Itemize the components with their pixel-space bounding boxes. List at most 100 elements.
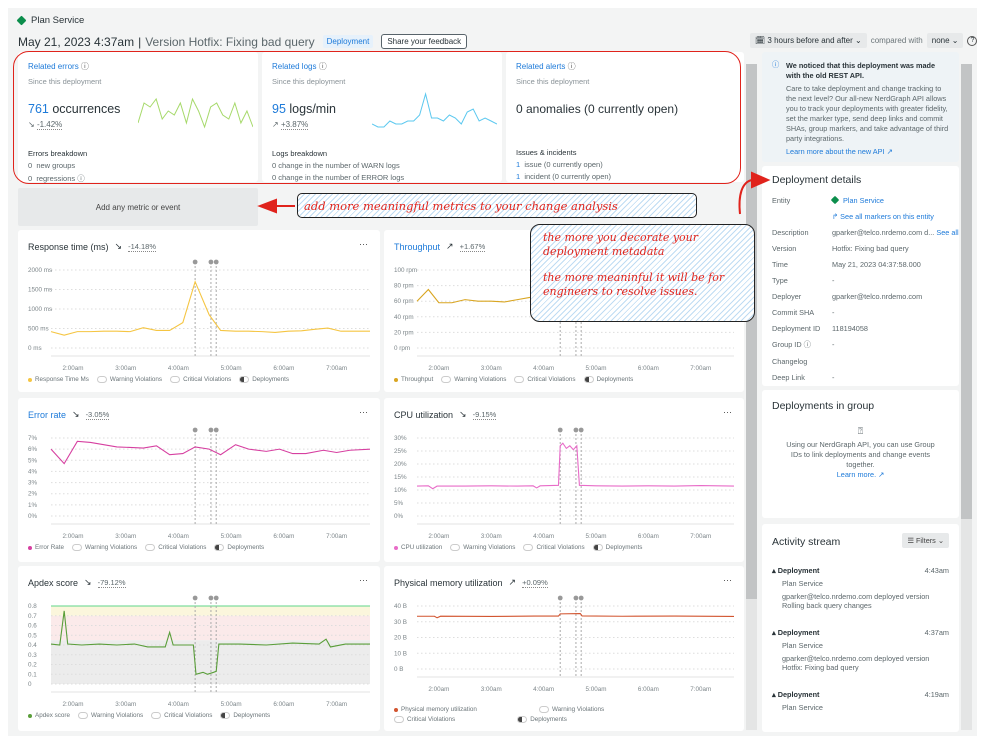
entity-link[interactable]: Plan Service [830,195,959,205]
more-options-icon[interactable]: ··· [723,407,732,417]
related-errors-link[interactable]: Related errors [28,62,79,71]
info-icon[interactable]: ⓘ [80,62,89,71]
legend-series[interactable]: Throughput [394,376,433,383]
y-tick-label: 0 rpm [394,345,410,352]
legend-deployments-toggle[interactable]: Deployments [592,544,642,551]
legend-deployments-toggle[interactable]: Deployments [517,716,567,723]
x-tick-label: 5:00am [586,365,607,370]
legend-dot-icon [28,377,32,382]
x-tick-label: 6:00am [273,365,294,370]
deployment-marker-icon [578,595,584,601]
errors-unit: occurrences [52,102,121,116]
main-scrollbar[interactable] [746,64,757,730]
x-tick-label: 2:00am [62,533,83,538]
detail-value: - [832,373,835,382]
legend-warning-toggle[interactable]: Warning Violations [78,712,143,719]
detail-label: Group ID [772,340,802,349]
detail-value: May 21, 2023 04:37:58.000 [832,260,921,269]
legend-deployments-toggle[interactable]: Deployments [220,712,270,719]
legend-series[interactable]: Error Rate [28,544,64,551]
legend-critical-toggle[interactable]: Critical Violations [145,544,206,551]
see-all-link[interactable]: See all [936,228,959,237]
group-learn-more-link[interactable]: Learn more. ↗ [836,470,885,479]
toggle-icon [145,544,156,551]
legend-warning-toggle[interactable]: Warning Violations [72,544,137,551]
entity-label: Entity [772,196,791,205]
main-scrollbar-thumb[interactable] [746,64,757,599]
x-tick-label: 3:00am [115,701,136,706]
legend-critical-toggle[interactable]: Critical Violations [514,376,576,383]
legend-series[interactable]: Apdex score [28,712,70,719]
legend-deployments-toggle[interactable]: Deployments [214,544,264,551]
chart-change: +1.67% [459,241,486,252]
issues-row[interactable]: 1 issue (0 currently open) [516,160,603,169]
x-tick-label: 2:00am [428,365,449,370]
activity-item[interactable]: ▴ Deployment 4:19am Plan Service [772,690,949,712]
related-alerts-card: Related alerts ⓘ Since this deployment 0… [506,52,744,182]
share-feedback-button[interactable]: Share your feedback [381,34,468,49]
toggle-icon [72,544,83,551]
help-icon[interactable]: ? [967,35,978,46]
legend-warning-toggle[interactable]: Warning Violations [96,376,162,383]
x-tick-label: 6:00am [273,533,294,538]
y-tick-label: 25% [394,448,407,455]
compare-select[interactable]: none ⌄ [926,33,964,48]
y-tick-label: 10 B [394,650,407,657]
more-options-icon[interactable]: ··· [723,575,732,585]
legend-deployments-toggle[interactable]: Deployments [583,376,633,383]
activity-item[interactable]: ▴ Deployment 4:43am Plan Service gparker@te… [772,566,949,610]
chart-title: Physical memory utilization [394,577,503,588]
info-icon[interactable]: ⓘ [318,62,327,71]
legend-series[interactable]: Response Time Ms [28,376,89,383]
errors-count[interactable]: 761 [28,102,49,116]
legend-warning-toggle[interactable]: Warning Violations [450,544,515,551]
arrow-line [738,179,753,215]
logs-rate[interactable]: 95 [272,102,286,116]
entity-header[interactable]: Plan Service [16,15,84,26]
chart-title: Response time (ms) [28,241,109,252]
toggle-icon [583,376,594,383]
y-tick-label: 0 ms [28,345,42,352]
filters-button[interactable]: ☰ Filters ⌄ [902,533,949,548]
x-tick-label: 4:00am [168,365,189,370]
activity-item[interactable]: ▴ Deployment 4:37am Plan Service gparker@te… [772,628,949,672]
time-range-select[interactable]: 🗓 3 hours before and after ⌄ [750,33,867,48]
legend-series[interactable]: Physical memory utilization [394,706,477,713]
more-options-icon[interactable]: ··· [359,575,368,585]
legend-series[interactable]: CPU utilization [394,544,442,551]
related-logs-card: Related logs ⓘ Since this deployment 95 … [262,52,502,182]
deployment-marker-icon [208,259,214,265]
legend-critical-toggle[interactable]: Critical Violations [151,712,212,719]
chart-title[interactable]: Error rate [28,409,67,420]
y-tick-label: 20% [394,461,407,468]
more-options-icon[interactable]: ··· [359,407,368,417]
add-metric-button[interactable]: Add any metric or event [18,188,258,226]
info-icon[interactable]: ⓘ [77,174,85,183]
deployments-in-group-card: Deployments in group ⍰ Using our NerdGra… [762,390,959,518]
related-logs-link[interactable]: Related logs [272,62,317,71]
related-alerts-link[interactable]: Related alerts [516,62,566,71]
legend-deployments-toggle[interactable]: Deployments [239,376,289,383]
side-scrollbar[interactable] [961,64,972,730]
learn-new-api-link[interactable]: Learn more about the new API ↗ [786,147,893,156]
y-tick-label: 0.3 [28,652,37,659]
related-errors-card: Related errors ⓘ Since this deployment 7… [18,52,258,183]
help-icon[interactable]: ⓘ [803,340,811,349]
info-icon[interactable]: ⓘ [567,62,576,71]
y-tick-label: 40 B [394,603,407,610]
incidents-row[interactable]: 1 incident (0 currently open) [516,172,612,181]
chart-title[interactable]: Throughput [394,241,441,252]
chart-legend: Error Rate Warning Violations Critical V… [28,544,264,551]
side-scrollbar-thumb[interactable] [961,64,972,519]
deployment-marker-icon [213,595,219,601]
legend-warning-toggle[interactable]: Warning Violations [538,706,604,713]
legend-critical-toggle[interactable]: Critical Violations [170,376,231,383]
legend-warning-toggle[interactable]: Warning Violations [441,376,506,383]
legend-critical-toggle[interactable]: Critical Violations [394,716,455,723]
more-options-icon[interactable]: ··· [359,239,368,249]
see-all-markers-link[interactable]: ↱ See all markers on this entity [832,212,934,221]
legend-critical-toggle[interactable]: Critical Violations [523,544,585,551]
toggle-icon [538,706,549,713]
x-tick-label: 3:00am [115,533,136,538]
